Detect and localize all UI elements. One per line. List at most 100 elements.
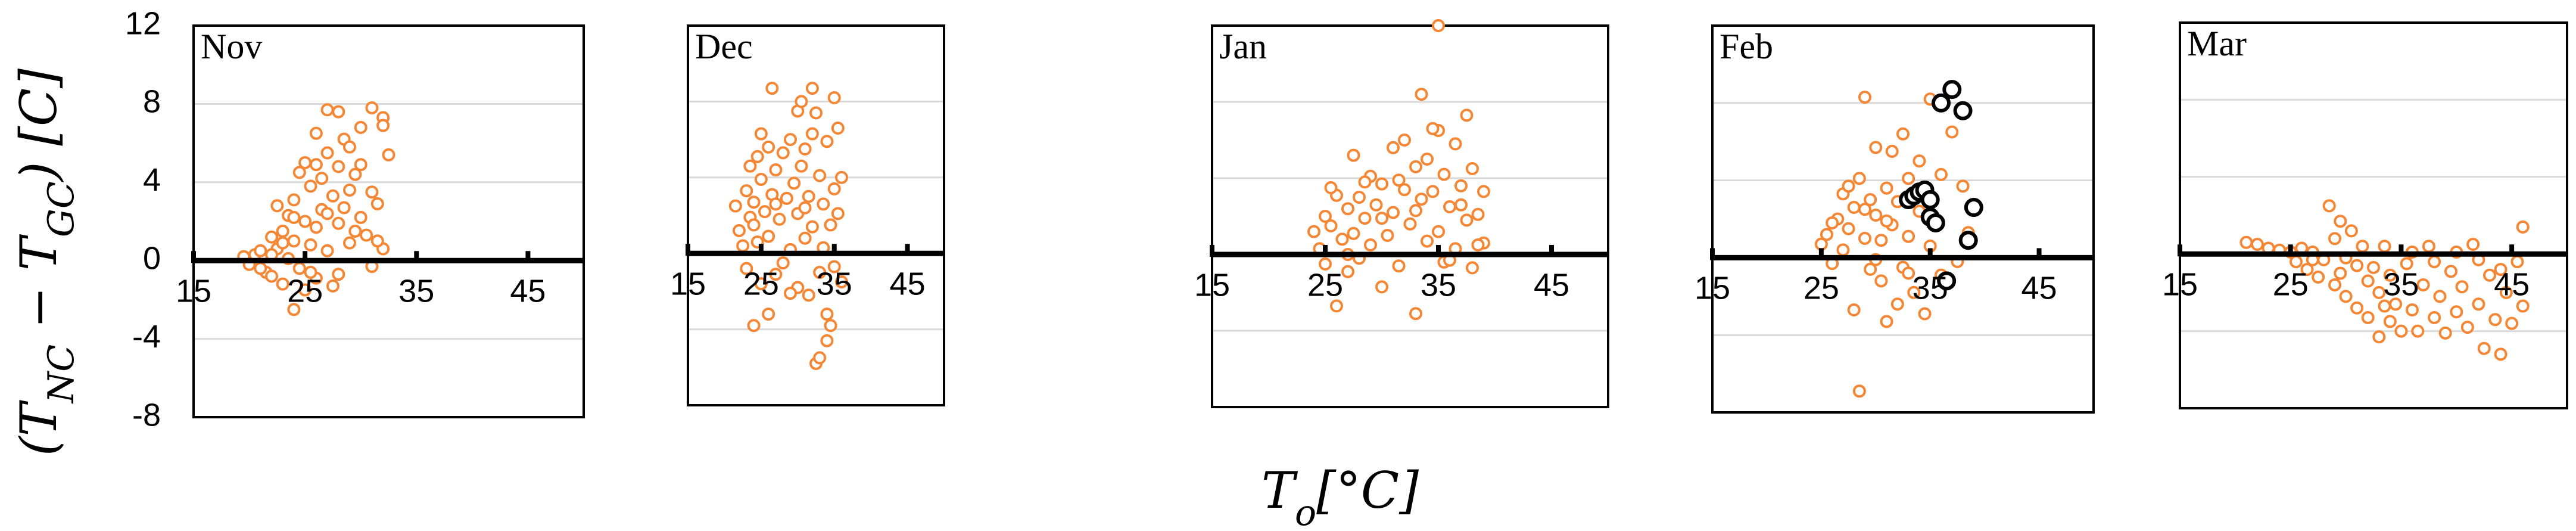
data-point — [1449, 137, 1462, 151]
data-point — [1471, 207, 1485, 221]
data-point — [304, 238, 317, 251]
data-point — [292, 262, 306, 275]
data-point — [1398, 133, 1411, 147]
data-point — [802, 288, 815, 302]
data-point — [360, 228, 373, 242]
x-tick-label: 25 — [2273, 266, 2309, 302]
plot-frame — [192, 24, 585, 418]
data-point — [1409, 160, 1422, 173]
data-point — [1902, 266, 1915, 280]
data-point — [320, 207, 334, 221]
data-point — [2428, 310, 2441, 324]
data-point — [2378, 240, 2391, 253]
data-point — [287, 303, 301, 316]
data-point — [820, 308, 834, 321]
data-point — [365, 185, 379, 199]
data-point — [1319, 257, 1332, 271]
data-point — [820, 334, 834, 347]
data-point — [343, 236, 356, 250]
data-point — [315, 172, 329, 185]
data-point — [1864, 262, 1877, 276]
data-point — [2334, 215, 2347, 228]
data-point — [1330, 299, 1343, 313]
data-point — [2477, 341, 2491, 355]
data-point — [332, 268, 345, 281]
data-point — [2350, 301, 2364, 315]
data-point — [1426, 122, 1440, 135]
data-point — [1324, 181, 1338, 194]
data-point — [354, 120, 367, 134]
data-point — [298, 215, 312, 228]
data-point — [2312, 271, 2325, 284]
data-point — [1902, 229, 1915, 243]
data-point — [1403, 217, 1417, 231]
data-point — [1426, 185, 1440, 198]
data-point — [1466, 261, 1479, 275]
data-point — [1353, 191, 1366, 204]
data-point — [1358, 175, 1372, 189]
x-tick-label: 35 — [817, 266, 852, 302]
panel-dec: 15 25 35 45 Dec — [670, 24, 945, 406]
data-point — [348, 167, 362, 181]
data-point — [1945, 125, 1959, 139]
data-point — [805, 127, 819, 141]
x-tick-label: 45 — [1534, 267, 1569, 303]
data-point — [2328, 278, 2341, 291]
data-point — [1319, 210, 1332, 223]
data-point — [320, 146, 334, 160]
data-point — [326, 279, 339, 293]
data-point — [309, 126, 323, 140]
data-point — [1466, 162, 1479, 175]
data-point — [758, 205, 771, 219]
data-point — [309, 158, 323, 172]
data-point — [2383, 315, 2397, 328]
chart-panels: 15 25 35 45 -8 -4 0 4 8 12 Nov 15 25 35 45 Dec 15 25 35 45 J… — [125, 5, 2568, 433]
data-point — [1375, 212, 1388, 225]
panel-jan: 15 25 35 45 Jan — [1194, 19, 1609, 408]
data-point — [1387, 206, 1400, 219]
data-point — [776, 256, 790, 270]
data-point — [1421, 234, 1434, 248]
data-point — [2494, 263, 2508, 277]
data-point — [1874, 274, 1888, 288]
x-tick-label: 45 — [2021, 271, 2057, 306]
data-point — [1885, 144, 1899, 158]
data-point — [769, 268, 783, 281]
data-point — [1907, 285, 1921, 299]
data-point — [354, 158, 367, 172]
data-point — [2372, 285, 2386, 299]
data-point — [2383, 268, 2397, 282]
data-point — [2394, 324, 2408, 338]
data-point — [1935, 167, 1948, 181]
data-point — [2361, 310, 2375, 324]
y-tick-label: 12 — [125, 5, 161, 41]
y-tick-label: 8 — [143, 84, 161, 120]
data-point — [798, 142, 812, 156]
data-point — [798, 231, 812, 245]
data-point — [1852, 384, 1866, 398]
data-point — [2433, 290, 2447, 303]
data-point — [1392, 173, 1406, 187]
data-point — [1918, 307, 1932, 321]
data-point — [1842, 222, 1855, 235]
plot-frame — [1211, 24, 1609, 408]
data-point — [762, 308, 775, 321]
data-point — [298, 156, 312, 169]
data-point — [1381, 229, 1394, 242]
data-point — [354, 210, 367, 224]
data-point — [1335, 232, 1349, 246]
data-point — [2367, 260, 2380, 274]
data-point — [784, 287, 797, 300]
data-point — [348, 224, 362, 238]
x-tick-label: 45 — [2494, 266, 2530, 302]
data-point-black — [1964, 198, 1983, 218]
y-axis-label: (TNC − TGC) [C] — [10, 69, 82, 456]
data-point — [750, 150, 764, 163]
data-point — [824, 319, 837, 333]
data-point — [798, 201, 812, 215]
data-point — [2505, 316, 2519, 330]
y-tick-label: 4 — [143, 162, 161, 198]
data-point — [265, 269, 278, 283]
x-tick-label: 25 — [287, 273, 323, 309]
data-point — [2378, 299, 2391, 313]
